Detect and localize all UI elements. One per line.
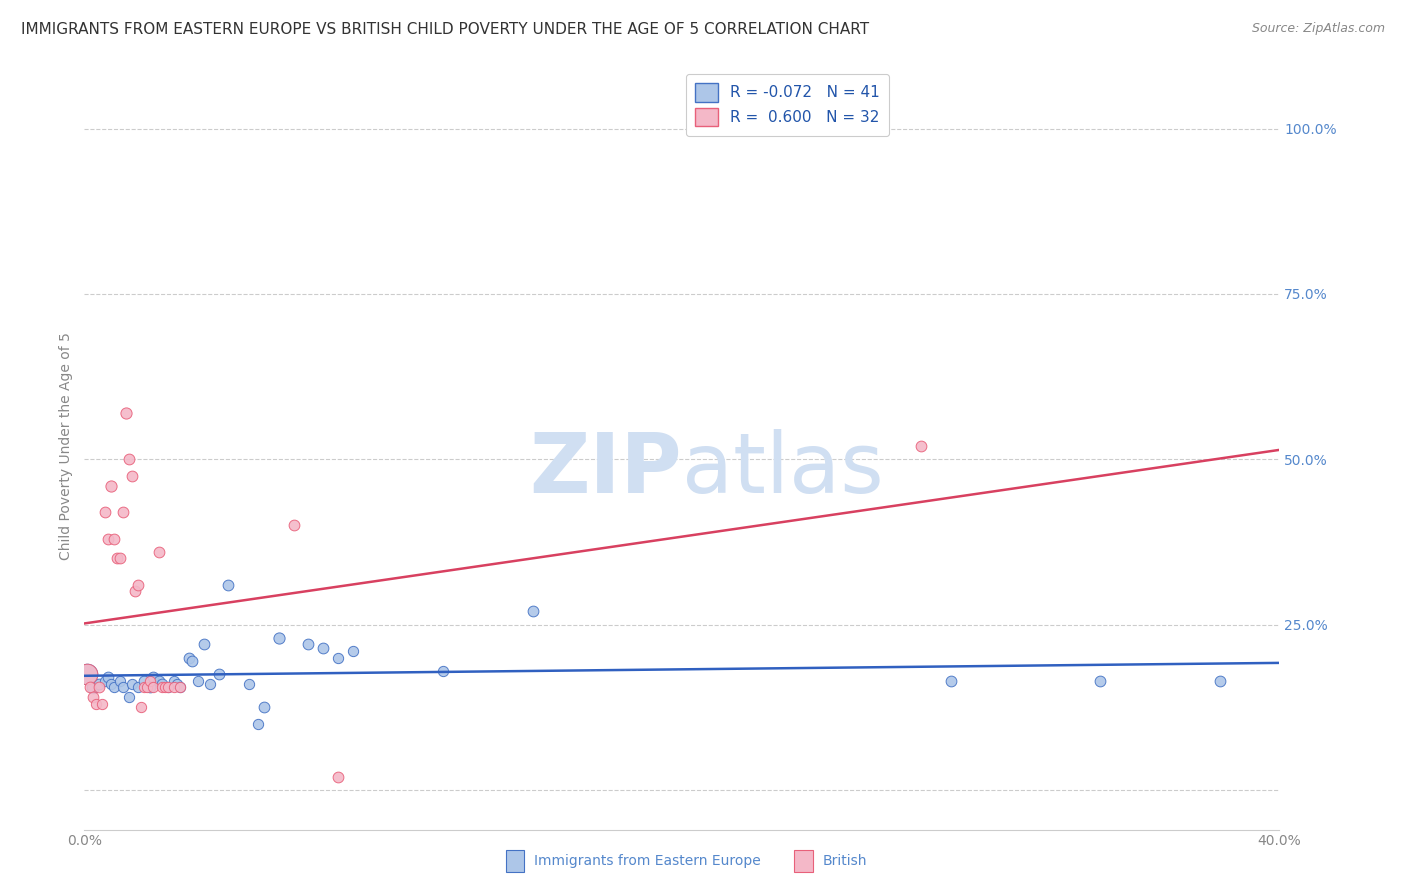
Point (1090, 673, 1112, 688)
Point (142, 681, 165, 695)
Point (283, 518, 305, 533)
Y-axis label: Child Poverty Under the Age of 5: Child Poverty Under the Age of 5 (59, 332, 73, 560)
Point (153, 681, 176, 695)
Point (177, 650, 200, 665)
Point (150, 681, 173, 695)
Point (163, 681, 186, 695)
Point (198, 677, 221, 691)
Text: IMMIGRANTS FROM EASTERN EUROPE VS BRITISH CHILD POVERTY UNDER THE AGE OF 5 CORRE: IMMIGRANTS FROM EASTERN EUROPE VS BRITIS… (21, 22, 869, 37)
Point (342, 644, 364, 658)
Point (112, 505, 135, 519)
Point (193, 637, 215, 651)
Text: Source: ZipAtlas.com: Source: ZipAtlas.com (1251, 22, 1385, 36)
Text: British: British (823, 855, 868, 868)
Point (91, 697, 114, 711)
Point (150, 677, 173, 691)
Point (118, 690, 141, 705)
Point (82, 690, 104, 705)
Point (110, 551, 132, 566)
Point (522, 604, 544, 618)
Text: Immigrants from Eastern Europe: Immigrants from Eastern Europe (534, 855, 761, 868)
Point (267, 631, 290, 645)
Point (132, 681, 156, 695)
Point (253, 700, 276, 714)
Point (105, 551, 128, 566)
Point (100, 478, 122, 492)
Point (86, 697, 108, 711)
Point (127, 578, 149, 592)
Point (118, 452, 141, 467)
Point (76, 667, 98, 681)
Point (181, 654, 204, 668)
Point (94, 673, 117, 688)
Point (100, 677, 122, 691)
Point (157, 681, 180, 695)
Point (238, 677, 260, 691)
Point (110, 673, 132, 688)
Point (163, 673, 186, 688)
Point (187, 673, 209, 688)
Point (217, 578, 239, 592)
Point (297, 637, 319, 651)
Point (132, 673, 156, 688)
Point (79, 681, 101, 695)
Point (112, 681, 135, 695)
Point (1209, 673, 1232, 688)
Point (246, 716, 269, 731)
Text: atlas: atlas (682, 428, 883, 509)
Point (939, 673, 962, 688)
Point (89, 677, 111, 691)
Legend: R = -0.072   N = 41, R =  0.600   N = 32: R = -0.072 N = 41, R = 0.600 N = 32 (686, 74, 890, 136)
Point (94, 505, 117, 519)
Point (124, 584, 146, 599)
Point (328, 650, 350, 665)
Point (82, 681, 104, 695)
Point (328, 770, 350, 784)
Point (97, 532, 120, 546)
Point (127, 681, 149, 695)
Point (208, 667, 231, 681)
Point (142, 670, 165, 684)
Point (166, 677, 188, 691)
Point (148, 673, 170, 688)
Point (115, 406, 138, 420)
Point (169, 681, 191, 695)
Point (157, 681, 180, 695)
Point (432, 664, 454, 678)
Point (76, 667, 98, 681)
Point (97, 670, 120, 684)
Point (139, 673, 162, 688)
Point (910, 439, 932, 453)
Point (103, 532, 125, 546)
Point (103, 681, 125, 695)
Point (89, 681, 111, 695)
Point (129, 700, 152, 714)
Point (121, 677, 143, 691)
Point (148, 545, 170, 559)
Point (139, 681, 162, 695)
Point (121, 468, 143, 483)
Point (312, 640, 335, 655)
Point (169, 681, 191, 695)
Text: ZIP: ZIP (530, 428, 682, 509)
Point (136, 681, 159, 695)
